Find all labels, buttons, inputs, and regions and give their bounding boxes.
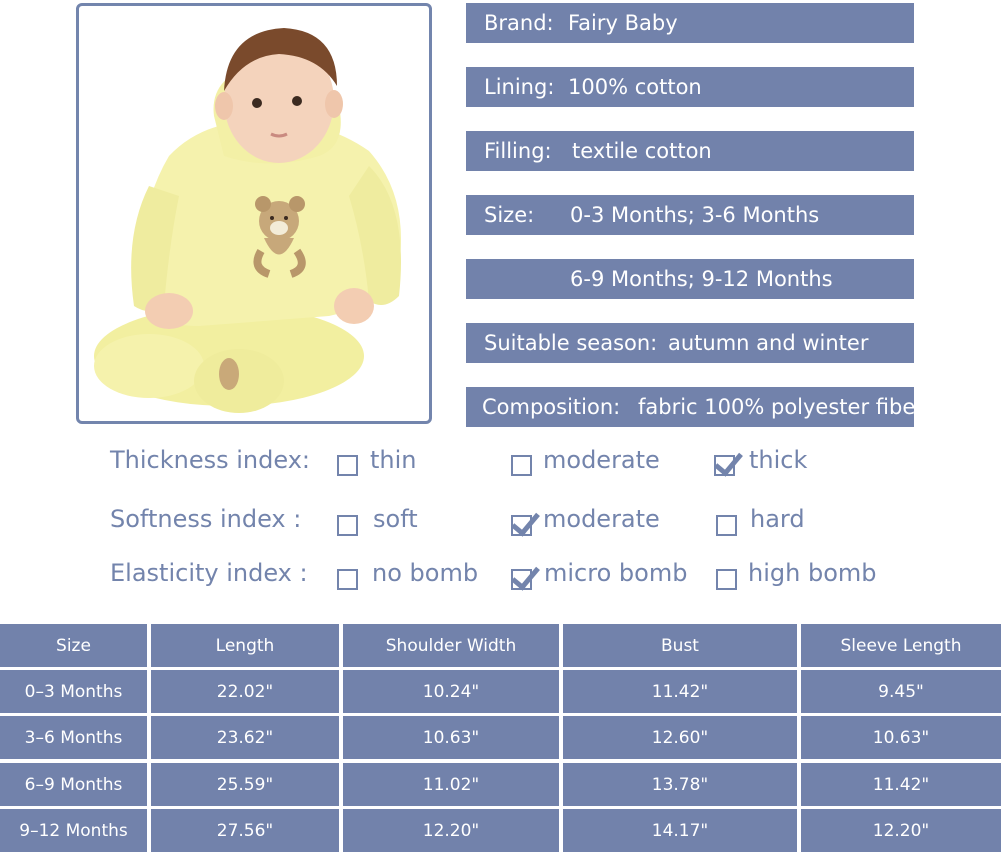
header-bust: Bust bbox=[563, 624, 797, 667]
thickness-index-row: Thickness index: thin moderate thick bbox=[0, 446, 1001, 486]
size-chart-table: Size Length Shoulder Width Bust Sleeve L… bbox=[0, 624, 1001, 852]
size-label: Size: bbox=[484, 203, 535, 227]
table-row-size: 6–9 Months bbox=[0, 763, 147, 806]
table-row-sleeve: 9.45" bbox=[801, 670, 1001, 713]
brand-bar: Brand: Fairy Baby bbox=[466, 3, 914, 43]
table-row-bust: 14.17" bbox=[563, 809, 797, 852]
softness-index-row: Softness index : soft moderate hard bbox=[0, 505, 1001, 545]
lining-label: Lining: bbox=[484, 75, 555, 99]
thick-checkbox[interactable] bbox=[714, 455, 735, 476]
soft-checkbox[interactable] bbox=[337, 515, 358, 536]
table-row-sleeve: 10.63" bbox=[801, 716, 1001, 759]
soft-option-label: soft bbox=[373, 505, 418, 533]
size-bar: Size: 0-3 Months; 3-6 Months bbox=[466, 195, 914, 235]
size-value-1: 0-3 Months; 3-6 Months bbox=[570, 203, 820, 227]
table-row-size: 0–3 Months bbox=[0, 670, 147, 713]
no-bomb-option-label: no bomb bbox=[372, 559, 479, 587]
filling-value: textile cotton bbox=[572, 139, 712, 163]
thickness-index-label: Thickness index: bbox=[110, 446, 310, 474]
size-value-2: 6-9 Months; 9-12 Months bbox=[570, 267, 833, 291]
filling-label: Filling: bbox=[484, 139, 552, 163]
season-bar: Suitable season: autumn and winter bbox=[466, 323, 914, 363]
table-row-shoulder: 10.63" bbox=[343, 716, 559, 759]
moderate-softness-option-label: moderate bbox=[543, 505, 660, 533]
filling-bar: Filling: textile cotton bbox=[466, 131, 914, 171]
micro-bomb-checkbox[interactable] bbox=[511, 569, 532, 590]
hard-checkbox[interactable] bbox=[716, 515, 737, 536]
table-row-length: 22.02" bbox=[151, 670, 339, 713]
composition-value: fabric 100% polyester fiber bbox=[638, 395, 914, 419]
moderate-checkbox[interactable] bbox=[511, 455, 532, 476]
softness-index-label: Softness index : bbox=[110, 505, 302, 533]
table-row-length: 27.56" bbox=[151, 809, 339, 852]
header-sleeve-length: Sleeve Length bbox=[801, 624, 1001, 667]
thin-checkbox[interactable] bbox=[337, 455, 358, 476]
micro-bomb-option-label: micro bomb bbox=[544, 559, 688, 587]
thin-option-label: thin bbox=[370, 446, 417, 474]
high-bomb-option-label: high bomb bbox=[748, 559, 877, 587]
table-row-bust: 13.78" bbox=[563, 763, 797, 806]
baby-snowsuit-illustration bbox=[94, 28, 401, 413]
table-row-shoulder: 11.02" bbox=[343, 763, 559, 806]
table-row-sleeve: 11.42" bbox=[801, 763, 1001, 806]
size-bar-continued: 6-9 Months; 9-12 Months bbox=[466, 259, 914, 299]
thick-option-label: thick bbox=[749, 446, 808, 474]
brand-value: Fairy Baby bbox=[568, 11, 678, 35]
high-bomb-checkbox[interactable] bbox=[716, 569, 737, 590]
table-row-bust: 11.42" bbox=[563, 670, 797, 713]
table-row-shoulder: 10.24" bbox=[343, 670, 559, 713]
table-row-sleeve: 12.20" bbox=[801, 809, 1001, 852]
elasticity-index-label: Elasticity index : bbox=[110, 559, 308, 587]
composition-bar: Composition: fabric 100% polyester fiber bbox=[466, 387, 914, 427]
season-label: Suitable season: bbox=[484, 331, 658, 355]
moderate-option-label: moderate bbox=[543, 446, 660, 474]
lining-value: 100% cotton bbox=[568, 75, 702, 99]
composition-label: Composition: bbox=[482, 395, 621, 419]
no-bomb-checkbox[interactable] bbox=[337, 569, 358, 590]
product-photo bbox=[76, 3, 432, 424]
moderate-softness-checkbox[interactable] bbox=[511, 515, 532, 536]
table-row-bust: 12.60" bbox=[563, 716, 797, 759]
hard-option-label: hard bbox=[750, 505, 805, 533]
table-row-length: 23.62" bbox=[151, 716, 339, 759]
table-row-length: 25.59" bbox=[151, 763, 339, 806]
table-row-shoulder: 12.20" bbox=[343, 809, 559, 852]
season-value: autumn and winter bbox=[668, 331, 869, 355]
elasticity-index-row: Elasticity index : no bomb micro bomb hi… bbox=[0, 559, 1001, 599]
lining-bar: Lining: 100% cotton bbox=[466, 67, 914, 107]
header-length: Length bbox=[151, 624, 339, 667]
header-size: Size bbox=[0, 624, 147, 667]
header-shoulder-width: Shoulder Width bbox=[343, 624, 559, 667]
table-row-size: 3–6 Months bbox=[0, 716, 147, 759]
table-row-size: 9–12 Months bbox=[0, 809, 147, 852]
brand-label: Brand: bbox=[484, 11, 554, 35]
